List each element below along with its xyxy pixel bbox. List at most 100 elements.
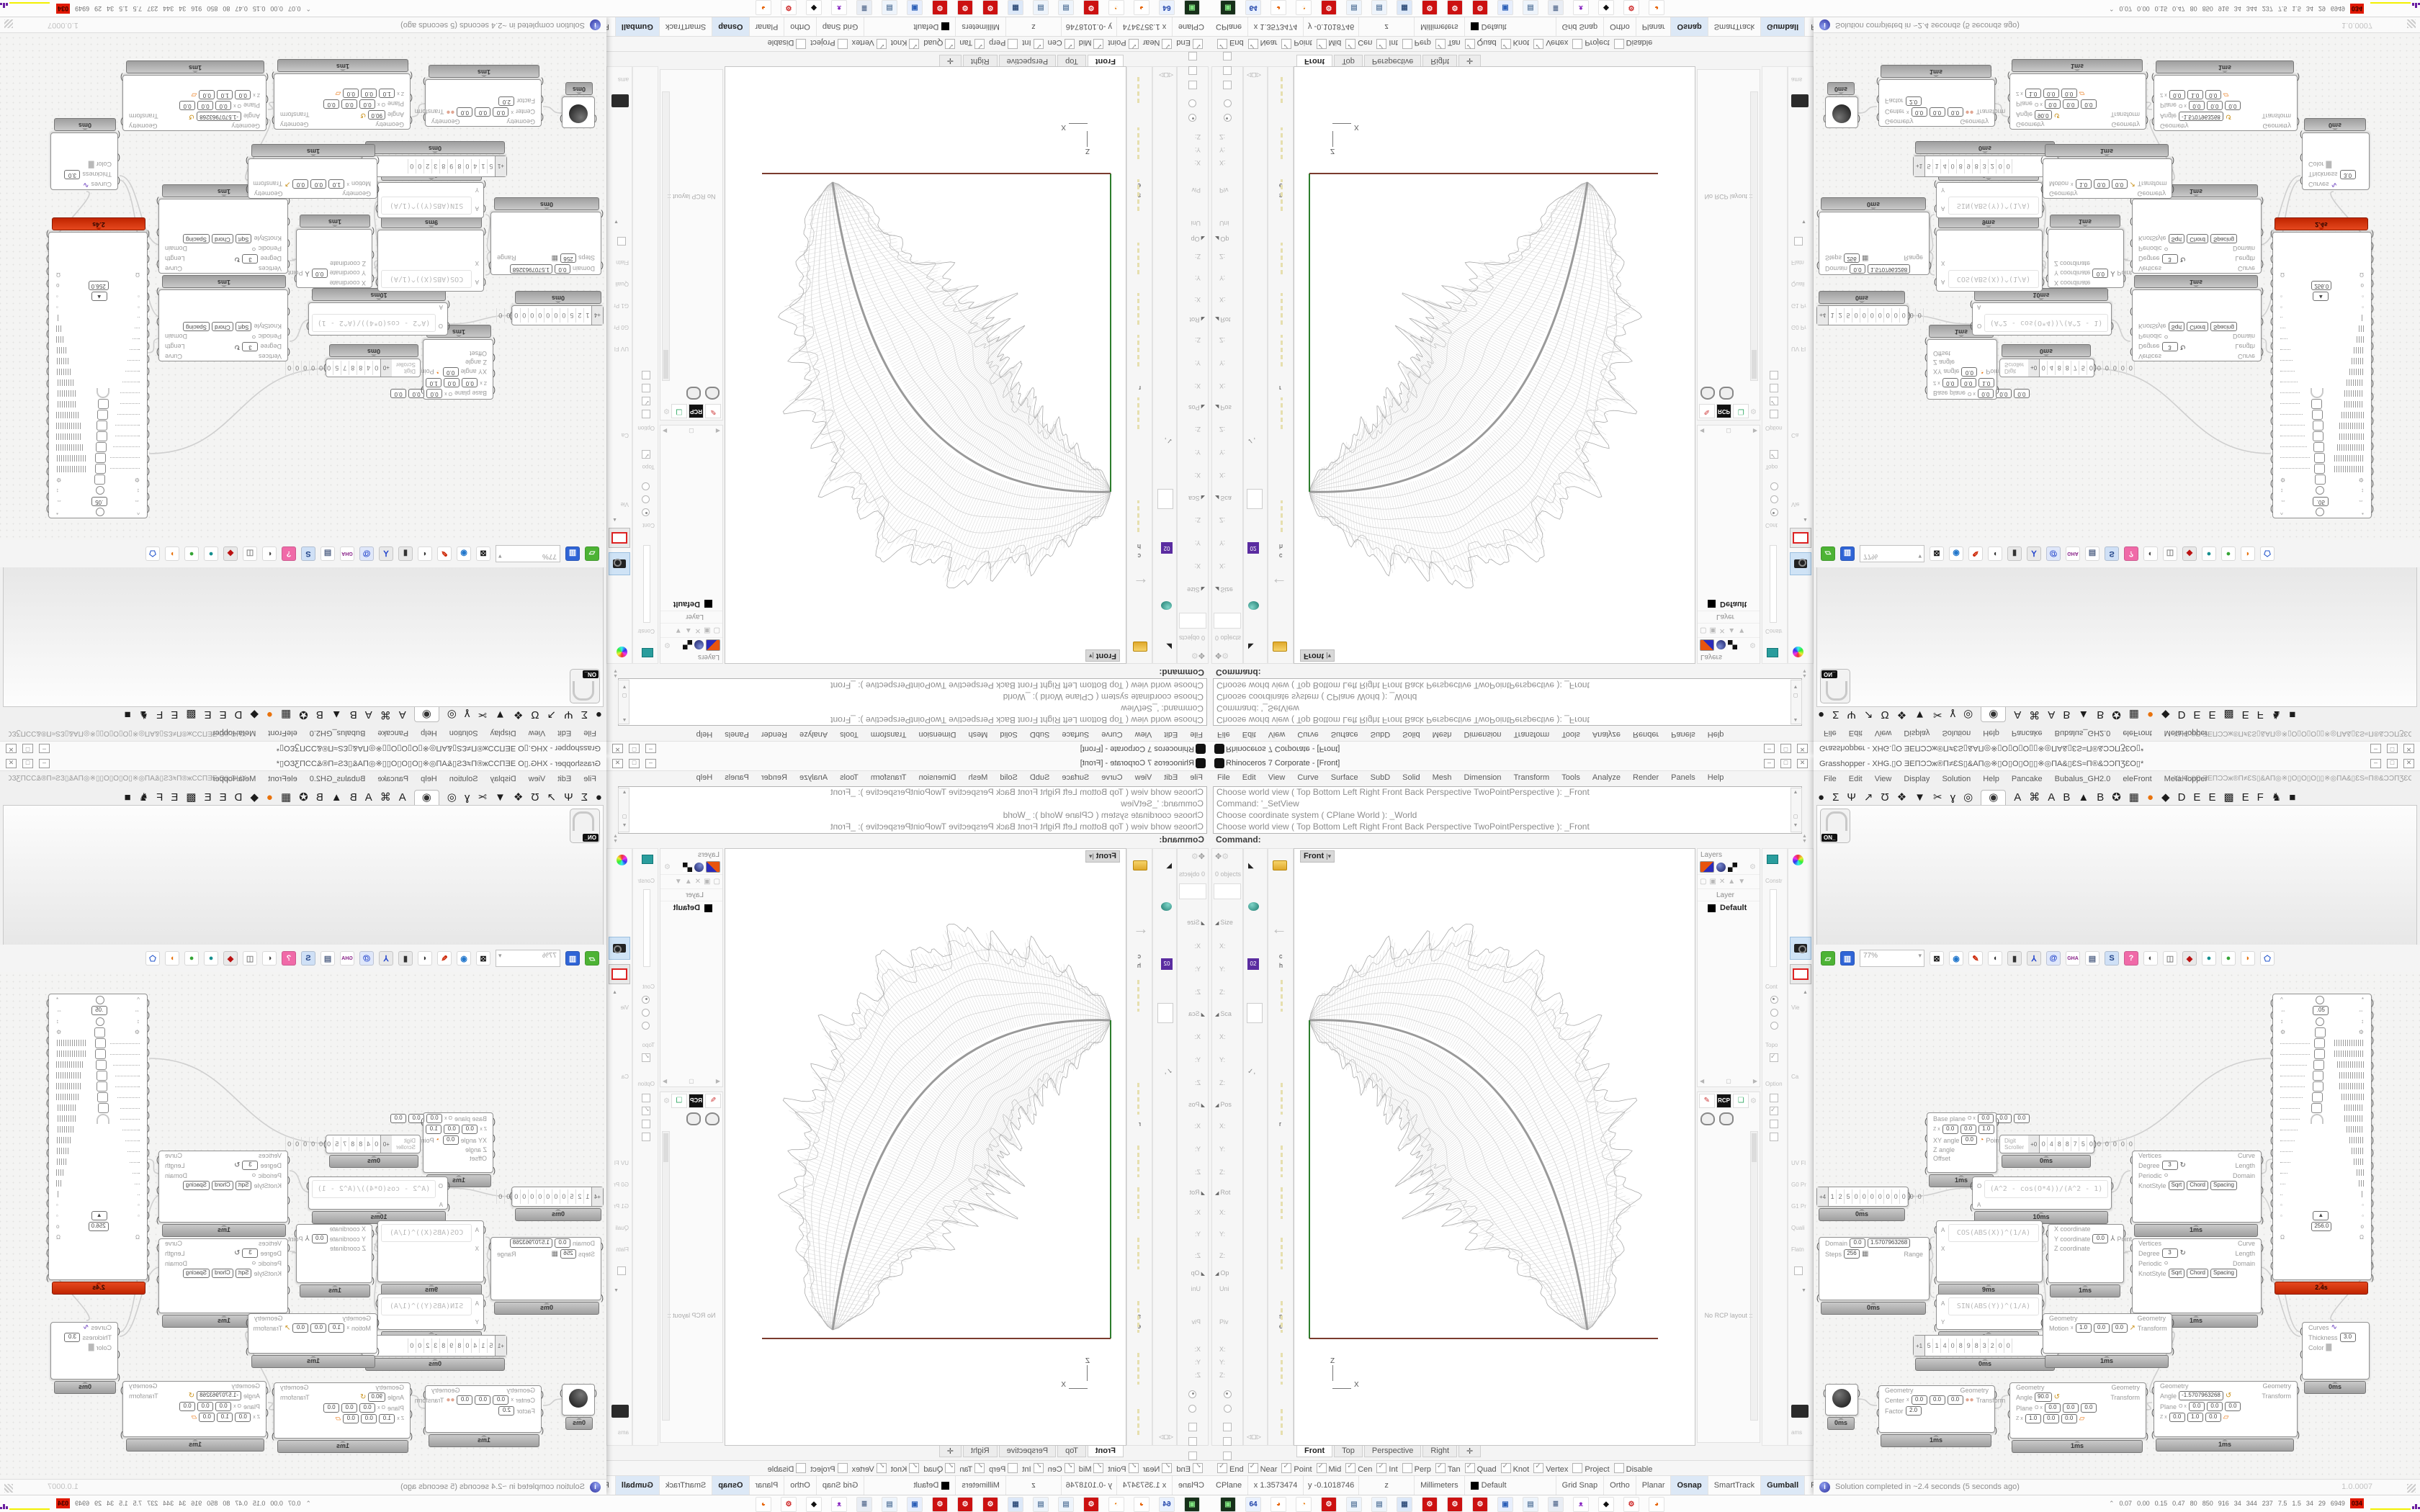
gh-node-expr-sin[interactable]: A Y SIN(ABS(Y))^(1/A)(() xyxy=(375,180,486,218)
gh-menu-pancake[interactable]: Pancake xyxy=(377,775,409,783)
input-port[interactable]: ( xyxy=(1876,95,1879,104)
digit-cell[interactable]: 3 xyxy=(1981,159,1989,174)
viewport-tab-front[interactable]: Front xyxy=(1087,1446,1124,1457)
expression-text[interactable]: COS(ABS(X))^(1/A) xyxy=(381,1224,472,1242)
strip-scroll[interactable]: ◁▢▷ xyxy=(1159,1434,1173,1440)
layers-tool-4[interactable]: ▼ xyxy=(674,626,682,634)
output-port[interactable]: ) xyxy=(2371,379,2374,389)
tall-center[interactable] xyxy=(2311,1092,2323,1102)
output-port[interactable]: ) xyxy=(2261,1186,2264,1194)
output-port[interactable]: ) xyxy=(1994,113,1997,122)
gh-tab-std-5[interactable]: ❖ xyxy=(513,791,524,804)
gh-menu-solution[interactable]: Solution xyxy=(1942,729,1971,737)
gh-node-rotate-90[interactable]: Geometry Geometry Angle 90.0 ↺ Transform Plane… xyxy=(272,71,413,130)
tall-center[interactable] xyxy=(94,1027,106,1038)
tall-row[interactable]: 256.0 o xyxy=(2273,280,2371,291)
gha-icon[interactable]: GHA xyxy=(2066,546,2080,561)
layers-tool-1[interactable]: ▣ xyxy=(1709,878,1716,886)
input-port[interactable]: ( xyxy=(147,505,150,513)
value-chip[interactable]: 90.0 xyxy=(368,1392,385,1402)
digit-cell[interactable]: 0 xyxy=(1852,308,1861,323)
check-toggle[interactable]: ✓, xyxy=(1247,436,1256,444)
digit-cell[interactable]: 5 xyxy=(567,1189,575,1204)
gh-tab-plugin-13[interactable]: ▩ xyxy=(2223,791,2234,804)
expression-text[interactable]: (A^2 - cos(O*4))/(A^2 - 1) xyxy=(1984,314,2108,332)
gh-node-expr-cos[interactable]: A X COS(ABS(X))^(1/A)(() xyxy=(375,1220,486,1284)
input-port[interactable]: ( xyxy=(2151,73,2154,81)
gh-node-interp-2[interactable]: Vertices Curve Degree 3 ↻ Length Periodic ○ Doma… xyxy=(156,1238,290,1315)
osnap-checkbox-point[interactable] xyxy=(1281,39,1292,50)
strip-check-0[interactable] xyxy=(1770,450,1778,459)
tall-row[interactable] xyxy=(2273,1092,2371,1102)
gh-tab-plugin-5[interactable]: B xyxy=(315,791,323,804)
output-port[interactable]: ) xyxy=(423,113,426,122)
search-s-icon[interactable]: S xyxy=(301,546,315,561)
osnap-checkbox-mid[interactable] xyxy=(1093,1462,1104,1473)
output-port[interactable]: ) xyxy=(46,354,49,364)
gh-tab-plugin-7[interactable]: ▦ xyxy=(281,708,292,721)
digit-cell[interactable]: 0 xyxy=(407,1338,416,1353)
input-port[interactable]: ( xyxy=(2300,1373,2303,1382)
osnap-checkbox-cen[interactable] xyxy=(1064,39,1075,50)
gh-tab-std-0[interactable]: ● xyxy=(595,791,602,804)
output-port[interactable]: ) xyxy=(2261,1243,2264,1252)
status-z[interactable]: z xyxy=(1005,1476,1061,1495)
gha-icon[interactable]: GHA xyxy=(340,951,354,966)
strip-down-arrow[interactable]: ▼ xyxy=(614,1288,619,1293)
output-port[interactable]: ) xyxy=(2371,505,2374,513)
red-circle-gear-icon[interactable]: ⚙ xyxy=(781,0,797,15)
output-port[interactable]: ) xyxy=(46,279,49,289)
rhino-menu-solid[interactable]: Solid xyxy=(1402,773,1420,782)
sketch-pen-icon[interactable]: ✎ xyxy=(1968,546,1983,561)
gh-menu-help[interactable]: Help xyxy=(1983,729,1999,737)
status-x-1-3573474[interactable]: x 1.3573474 xyxy=(1116,17,1172,36)
tall-row[interactable] xyxy=(2273,1102,2371,1113)
value-chip[interactable]: 0.0 xyxy=(2205,1413,2221,1422)
tall-row[interactable] xyxy=(49,1167,147,1178)
display-tab-icon[interactable]: ❏ xyxy=(1733,1094,1749,1108)
camera-pair-icon[interactable]: ▮ xyxy=(398,951,413,966)
folder-icon[interactable] xyxy=(1273,642,1287,652)
osnap-quad[interactable]: Quad xyxy=(923,39,956,50)
expression-text[interactable]: COS(ABS(X))^(1/A) xyxy=(381,270,472,288)
input-port[interactable]: ( xyxy=(147,1186,150,1195)
input-port[interactable]: ( xyxy=(601,1242,604,1251)
osnap-checkbox-project[interactable] xyxy=(1572,39,1583,50)
digit-cell[interactable]: 0 xyxy=(1868,308,1877,323)
osnap-point[interactable]: Point xyxy=(1108,39,1139,50)
value-chip[interactable]: 0.0 xyxy=(442,1135,459,1145)
rhino-menu-help[interactable]: Help xyxy=(696,730,713,739)
input-port[interactable]: ( xyxy=(2270,329,2273,338)
camera-button[interactable] xyxy=(1790,937,1811,960)
red-gear-icon-1[interactable]: ⚙ xyxy=(1083,0,1099,15)
layers-tool-0[interactable]: ▢ xyxy=(1700,626,1707,634)
gh-palette-component[interactable]: ON_ xyxy=(570,809,600,843)
gh-tab-plugin-6[interactable]: ✪ xyxy=(299,791,308,804)
monitor-icon[interactable] xyxy=(1791,94,1809,107)
output-port[interactable]: ) xyxy=(46,1123,49,1133)
resize-grip[interactable] xyxy=(2407,19,2416,28)
rhino-menu-analyze[interactable]: Analyze xyxy=(799,773,828,782)
tall-row[interactable] xyxy=(49,312,147,323)
tall-center[interactable] xyxy=(2315,508,2324,517)
tall-center[interactable] xyxy=(97,1092,109,1102)
digit-cell[interactable]: 0 xyxy=(1884,1189,1893,1204)
output-port[interactable]: ) xyxy=(2111,322,2114,330)
status-grid-snap[interactable]: Grid Snap xyxy=(1556,1476,1605,1495)
tall-row[interactable]: ▫ ▫ xyxy=(49,302,147,312)
value-chip[interactable]: 1.0 xyxy=(2025,89,2041,98)
gh-node-sphere-preview[interactable]: () xyxy=(560,1384,597,1416)
output-port[interactable]: ) xyxy=(2371,242,2374,251)
tall-row[interactable]: ▫ ▲ ▫ xyxy=(2273,1210,2371,1221)
gh-tab-plugin-5[interactable]: B xyxy=(2097,791,2105,804)
input-port[interactable]: ( xyxy=(2270,1074,2273,1083)
pot-icon-2[interactable] xyxy=(1719,387,1734,400)
gh-tab-plugin-16[interactable]: ♞ xyxy=(138,791,149,804)
object-type-combo[interactable] xyxy=(1179,613,1206,629)
rhino-menu-analyze[interactable]: Analyze xyxy=(799,730,828,739)
input-port[interactable]: ( xyxy=(147,405,150,414)
layers-gear-icon[interactable]: ⚙ xyxy=(1749,641,1756,649)
script-icon[interactable]: ≣ xyxy=(856,0,872,15)
output-port[interactable]: ) xyxy=(2371,1211,2374,1220)
